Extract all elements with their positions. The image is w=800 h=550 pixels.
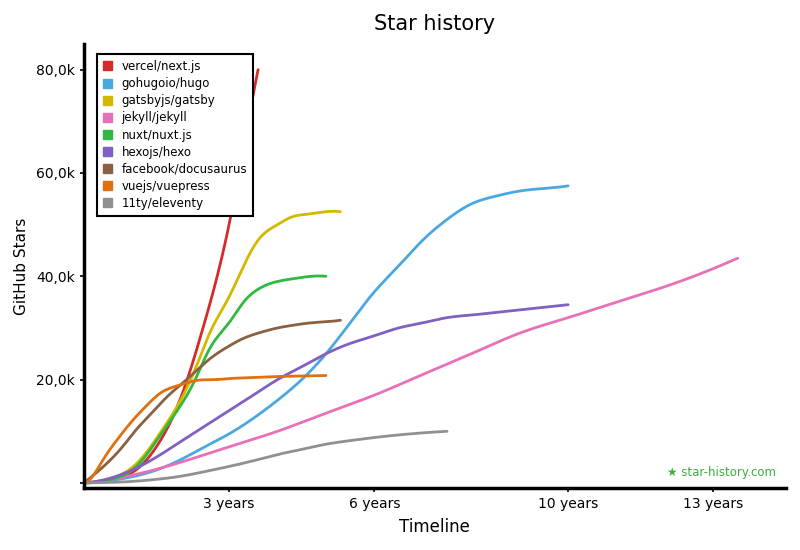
X-axis label: Timeline: Timeline — [399, 518, 470, 536]
Y-axis label: GitHub Stars: GitHub Stars — [14, 217, 29, 315]
Legend: vercel/next.js, gohugoio/hugo, gatsbyjs/gatsby, jekyll/jekyll, nuxt/nuxt.js, hex: vercel/next.js, gohugoio/hugo, gatsbyjs/… — [97, 54, 253, 216]
Text: ★ star-history.com: ★ star-history.com — [666, 466, 775, 479]
Title: Star history: Star history — [374, 14, 495, 34]
